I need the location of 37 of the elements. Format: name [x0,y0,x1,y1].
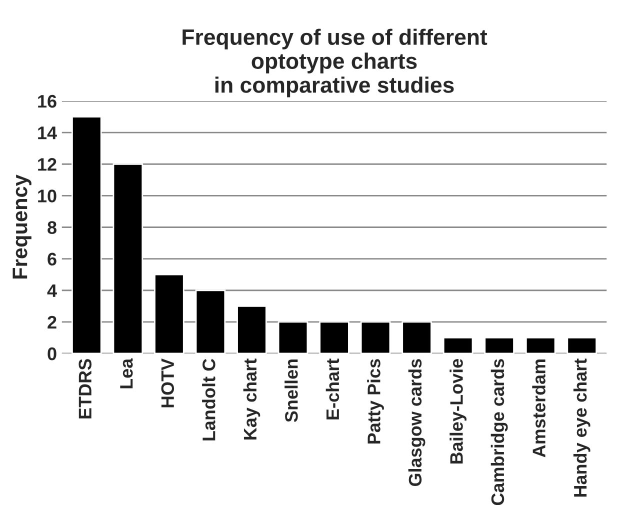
bar [360,321,391,354]
y-tick-label: 16 [38,94,56,108]
x-tick-label: Amsterdam [532,359,546,458]
bar [319,321,350,354]
bar [72,116,102,354]
bar [154,274,184,354]
bar [566,337,597,354]
bar [112,163,144,354]
x-tick-label: Patty Pics [367,359,384,444]
x-tick-label: Bailey-Lovie [450,358,466,464]
bar [278,321,308,354]
y-tick-label: 2 [48,316,56,328]
y-tick-label: 6 [48,252,56,266]
bar [442,337,474,354]
x-tick-label: Landolt C [202,358,216,440]
y-axis-title: Frequency [12,174,32,279]
bar [484,337,514,354]
y-tick-label: 4 [47,284,57,297]
x-tick-label: Lea [120,358,133,388]
y-tick-label: 10 [38,190,56,202]
x-tick-label: Cambridge cards [490,359,508,505]
y-tick-label: 8 [48,221,56,234]
x-tick-label: ETDRS [78,359,92,418]
y-tick-label: 12 [38,158,56,171]
bar [525,337,556,354]
x-tick-label: Glasgow cards [408,359,426,486]
y-tick-label: 14 [38,126,57,140]
x-tick-label: HOTV [161,358,174,408]
x-tick-label: Kay chart [243,358,260,440]
x-tick-label: Snellen [284,359,298,422]
bar [195,290,226,354]
bar [236,305,267,354]
x-tick-label: Handy eye chart [573,358,590,497]
y-tick-label: 0 [48,347,56,360]
chart-title: Frequency of use of different optotype charts in comparative studies [182,28,488,98]
bar [402,321,432,354]
x-tick-label: E-chart [326,358,340,420]
